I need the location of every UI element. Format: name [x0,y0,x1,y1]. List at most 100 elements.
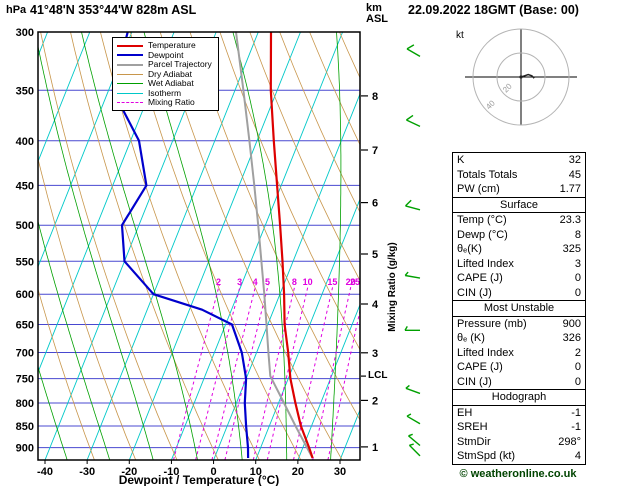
dry-adiabat-line [189,32,360,421]
isotherm-line [297,303,360,460]
legend-swatch [117,83,143,85]
km-tick-label: 3 [372,348,378,360]
pressure-tick-label: 500 [16,220,34,232]
copyright: © weatheronline.co.uk [459,468,577,480]
table-row-label: EH [457,406,473,419]
mixing-ratio-line [195,284,241,460]
wind-barb [406,413,421,425]
legend-label: Parcel Trajectory [148,59,212,70]
table-row-value: -1 [571,406,581,419]
wind-barb [408,433,421,447]
table-row: CIN (J) 0 [453,286,585,301]
barb-staff [406,48,421,58]
isotherm-line [213,92,360,460]
barb-staff [405,274,421,279]
dry-adiabat-line [40,32,178,460]
table-row-label: K [457,154,465,166]
legend-swatch [117,54,143,57]
km-tick-label: 5 [372,249,378,261]
table-row: EH -1 [453,406,585,421]
hodograph-ring [496,52,546,102]
legend-item-wet-adiabat: Wet Adiabat [117,79,212,89]
wet-adiabat-lines [38,32,342,460]
datetime-label: 22.09.2022 18GMT (Base: 00) [408,3,579,17]
page-title: 41°48'N 353°44'W 828m ASL [30,3,197,17]
wind-barb [405,384,421,395]
mixing-ratio-line [252,284,296,460]
barb-half-feather [405,384,410,389]
table-row-value: 4 [574,450,581,462]
wind-barb [405,199,421,211]
table-row-label: Pressure (mb) [457,317,527,330]
pressure-tick-label: 750 [16,374,34,386]
pressure-tick-label: 350 [16,85,34,97]
legend-label: Temperature [148,40,196,51]
table-row-label: Lifted Index [457,346,514,359]
table-row-label: CIN (J) [457,375,492,388]
lcl-marker-label: LCL [368,370,388,381]
table-row-value: -1 [571,421,581,433]
pressure-tick-label: 300 [16,27,34,39]
table-row: StmSpd (kt) 4 [453,449,585,464]
legend-item-dewpoint: Dewpoint [117,50,212,61]
wind-barbs [404,44,421,457]
mixing-ratio-line [211,284,257,460]
mixing-ratio-value-label: 3 [237,277,242,287]
km-tick-label: 8 [372,91,378,103]
wet-adiabat-line [143,32,243,460]
barb-staff [408,435,421,447]
table-row: Temp (°C) 23.3 [453,213,585,228]
pressure-tick-label: 800 [16,398,34,410]
table-row-label: PW (cm) [457,183,500,195]
table-row-value: 2 [574,346,581,359]
legend-label: Mixing Ratio [148,97,195,108]
barb-feather [406,44,415,50]
legend-label: Wet Adiabat [148,78,194,89]
table-row-value: 3 [574,257,581,270]
table-row: Pressure (mb) 900 [453,317,585,332]
temperature-axis-label: Dewpoint / Temperature (°C) [118,473,280,486]
table-row-label: Temp (°C) [457,214,507,226]
mixing-ratio-value-label: 5 [265,277,270,287]
mixing-ratio-line [173,284,220,460]
table-section-header-most-unstable: Most Unstable [453,300,585,317]
table-section-header-hodograph: Hodograph [453,389,585,406]
isotherm-line [0,32,6,460]
table-row-label: Totals Totals [457,168,518,181]
dry-adiabat-line [70,32,219,460]
legend-swatch [117,44,143,47]
wet-adiabat-line [38,219,111,460]
table-row: StmDir 298° [453,435,585,450]
mixing-ratio-value-label: 4 [253,277,258,287]
pressure-tick-label: 400 [16,136,34,148]
temp-tick-label: 0 [211,466,217,478]
hodograph-trace [520,73,535,79]
table-row-value: 0 [574,286,581,299]
mixing-ratio-value-label: 20 [346,277,356,287]
temperature-axis-ticks: -40 -30 -20 -10 0 10 20 30 [37,460,346,478]
table-row-value: 0 [574,361,581,373]
isotherm-line [38,32,91,163]
pressure-tick-label: 900 [16,443,34,455]
mixing-ratio-value-label: 2 [216,277,221,287]
table-row-label: θₑ (K) [457,332,485,344]
parcel-trajectory-curve [235,32,314,459]
barb-staff [405,387,421,395]
mixing-ratio-axis-label: Mixing Ratio (g/kg) [387,242,398,332]
mixing-ratio-value-label: 10 [303,277,313,287]
hodograph-ring [472,28,570,126]
legend-item-dry-adiabat: Dry Adiabat [117,69,212,80]
table-row-value: 326 [562,332,581,344]
isotherm-line [38,32,133,268]
temp-tick-label: -30 [79,466,95,478]
pressure-axis-labels: 300 350 400 450 500 550 600 650 700 750 800 850 900 [16,27,34,455]
km-tick-label: 6 [372,198,378,210]
table-row: Lifted Index 2 [453,346,585,361]
wet-adiabat-line [232,32,288,460]
mixing-ratio-line [312,284,352,460]
legend-item-parcel-trajectory: Parcel Trajectory [117,60,212,70]
barb-half-feather [408,433,413,437]
dry-adiabat-line [219,32,360,351]
pressure-tick-label: 550 [16,256,34,268]
